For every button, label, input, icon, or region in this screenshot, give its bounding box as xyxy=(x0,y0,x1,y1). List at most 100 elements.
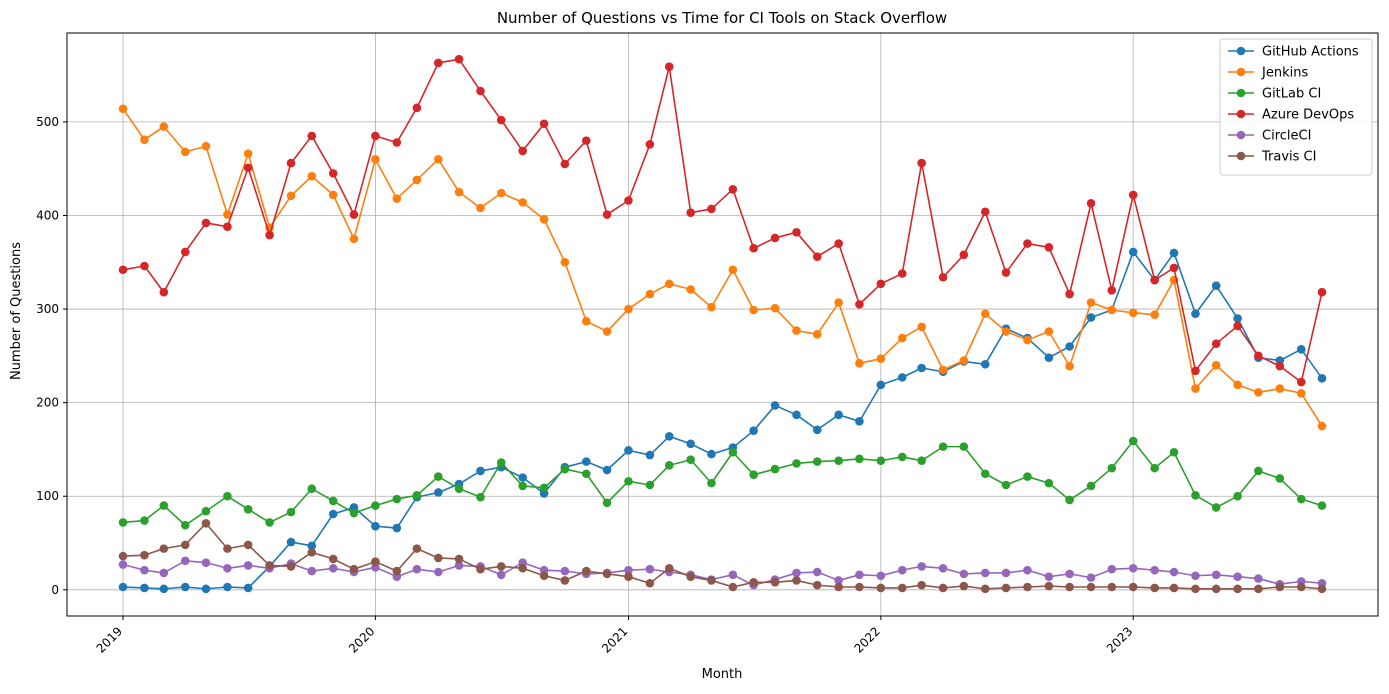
data-point xyxy=(496,188,506,198)
data-point xyxy=(834,239,843,248)
data-point xyxy=(454,554,464,564)
series-line xyxy=(122,58,1323,383)
data-point xyxy=(223,563,232,573)
data-point xyxy=(1065,582,1074,592)
y-axis-label: Number of Questions xyxy=(9,242,24,380)
data-point xyxy=(328,169,338,178)
data-point xyxy=(1044,572,1054,581)
data-point xyxy=(686,439,695,449)
series-line xyxy=(122,108,1323,427)
data-point xyxy=(412,564,422,574)
data-point xyxy=(624,565,633,575)
data-point xyxy=(624,476,633,486)
data-point xyxy=(664,62,674,71)
data-point xyxy=(476,564,485,574)
data-point xyxy=(728,582,738,592)
data-point xyxy=(201,584,211,594)
data-point xyxy=(1169,583,1179,593)
data-point xyxy=(412,544,422,553)
data-point xyxy=(307,131,317,141)
x-tick-label: 2023 xyxy=(1104,624,1135,655)
data-point xyxy=(1150,310,1159,319)
data-point xyxy=(140,550,149,560)
legend-item: Travis CI xyxy=(1228,150,1316,165)
data-point xyxy=(1023,335,1032,345)
data-point xyxy=(917,363,926,373)
series-gitlab-ci xyxy=(118,436,1327,530)
data-point xyxy=(476,203,485,213)
data-point xyxy=(539,483,549,493)
data-point xyxy=(434,472,443,481)
data-point xyxy=(1086,573,1096,582)
data-point xyxy=(180,540,190,550)
data-point xyxy=(371,521,380,531)
x-axis: 2019 2020 2021 2022 2023 xyxy=(94,616,1135,656)
data-point xyxy=(728,184,738,194)
data-point xyxy=(454,484,464,494)
series-line xyxy=(122,522,1323,590)
data-point xyxy=(286,158,296,168)
data-point xyxy=(328,563,338,573)
x-tick-label: 2020 xyxy=(346,624,377,655)
data-point xyxy=(392,566,402,576)
data-point xyxy=(624,304,633,314)
data-point xyxy=(1107,463,1117,473)
data-point xyxy=(812,252,822,261)
data-point xyxy=(707,302,716,312)
data-point xyxy=(664,279,674,289)
data-point xyxy=(1296,494,1306,504)
series-azure-devops xyxy=(118,54,1327,387)
data-point xyxy=(770,233,780,243)
data-point xyxy=(180,582,190,592)
data-point xyxy=(1001,568,1011,578)
data-point xyxy=(664,432,674,441)
data-point xyxy=(897,269,907,278)
data-point xyxy=(159,122,169,131)
data-point xyxy=(1233,321,1242,331)
data-point xyxy=(1086,199,1096,208)
data-point xyxy=(1275,384,1285,393)
data-point xyxy=(286,191,296,201)
data-point xyxy=(159,568,169,578)
data-point xyxy=(1086,298,1096,307)
data-point xyxy=(476,466,485,476)
data-point xyxy=(602,465,612,475)
data-point xyxy=(118,518,128,527)
data-point xyxy=(980,584,990,594)
data-point xyxy=(1211,360,1221,370)
data-point xyxy=(539,571,549,581)
series-line xyxy=(122,559,1323,586)
data-point xyxy=(412,175,422,185)
data-point xyxy=(349,508,359,518)
data-point xyxy=(812,580,822,590)
data-point xyxy=(180,556,190,566)
data-point xyxy=(1001,327,1011,336)
legend-box xyxy=(1219,38,1373,176)
data-point xyxy=(897,333,907,343)
data-point xyxy=(1254,584,1263,594)
data-point xyxy=(518,481,527,491)
data-point xyxy=(812,567,822,577)
data-point xyxy=(1044,353,1054,363)
data-point xyxy=(1065,342,1074,351)
legend-label: Azure DevOps xyxy=(1262,108,1354,123)
data-point xyxy=(1001,268,1011,277)
data-point xyxy=(959,569,969,579)
series-line xyxy=(122,251,1323,590)
data-point xyxy=(980,309,990,319)
data-point xyxy=(496,570,506,580)
data-point xyxy=(518,146,527,156)
data-point xyxy=(624,446,633,455)
legend-item: Azure DevOps xyxy=(1228,108,1354,123)
data-point xyxy=(1233,572,1242,581)
grid-lines xyxy=(67,33,1378,616)
data-point xyxy=(602,569,612,579)
data-point xyxy=(476,86,485,96)
data-point xyxy=(749,426,758,436)
data-point xyxy=(1233,314,1242,323)
data-point xyxy=(1086,313,1096,322)
data-point xyxy=(1150,463,1159,473)
data-point xyxy=(1233,584,1242,594)
data-point xyxy=(265,561,274,570)
data-point xyxy=(434,553,443,563)
